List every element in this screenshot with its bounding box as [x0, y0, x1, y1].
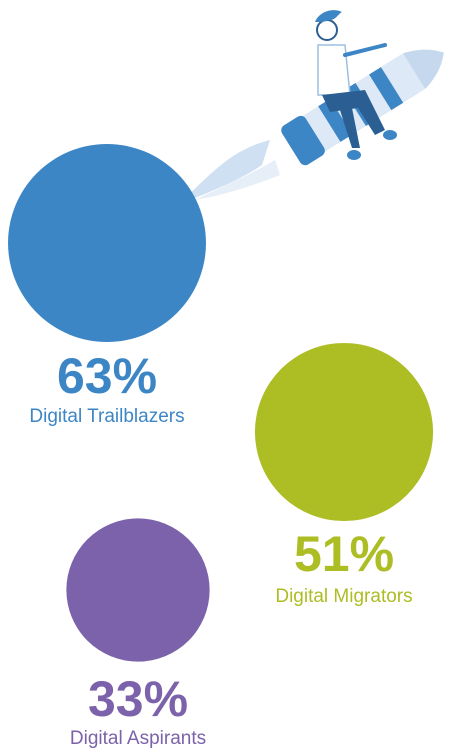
category-label: Digital Trailblazers: [29, 406, 184, 427]
bubble: [254, 342, 434, 522]
rocket-illustration: [178, 10, 444, 205]
category-label: Digital Migrators: [275, 586, 412, 607]
category-label: Digital Aspirants: [70, 728, 206, 749]
percentage-label: 33%: [88, 671, 188, 727]
bubble: [66, 518, 210, 662]
bubble: [8, 144, 206, 342]
percentage-label: 63%: [57, 348, 157, 404]
percentage-label: 51%: [294, 526, 394, 582]
